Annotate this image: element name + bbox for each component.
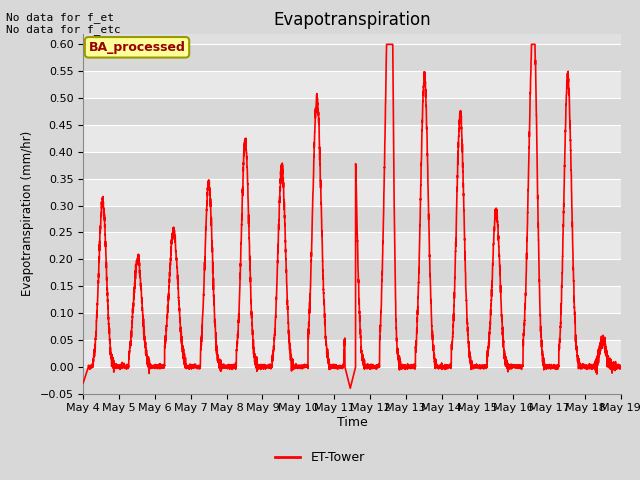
Bar <box>83 152 621 179</box>
Bar <box>83 98 621 125</box>
Text: BA_processed: BA_processed <box>88 41 186 54</box>
Bar <box>83 367 621 394</box>
Bar <box>83 44 621 71</box>
Bar <box>83 313 621 340</box>
Bar <box>83 179 621 205</box>
Y-axis label: Evapotranspiration (mm/hr): Evapotranspiration (mm/hr) <box>21 131 34 296</box>
Bar <box>83 232 621 259</box>
Bar <box>83 340 621 367</box>
Title: Evapotranspiration: Evapotranspiration <box>273 11 431 29</box>
X-axis label: Time: Time <box>337 416 367 429</box>
Text: No data for f_et
No data for f_etc: No data for f_et No data for f_etc <box>6 12 121 36</box>
Bar <box>83 71 621 98</box>
Bar <box>83 205 621 232</box>
Legend: ET-Tower: ET-Tower <box>270 446 370 469</box>
Bar <box>83 286 621 313</box>
Bar <box>83 259 621 286</box>
Bar <box>83 125 621 152</box>
